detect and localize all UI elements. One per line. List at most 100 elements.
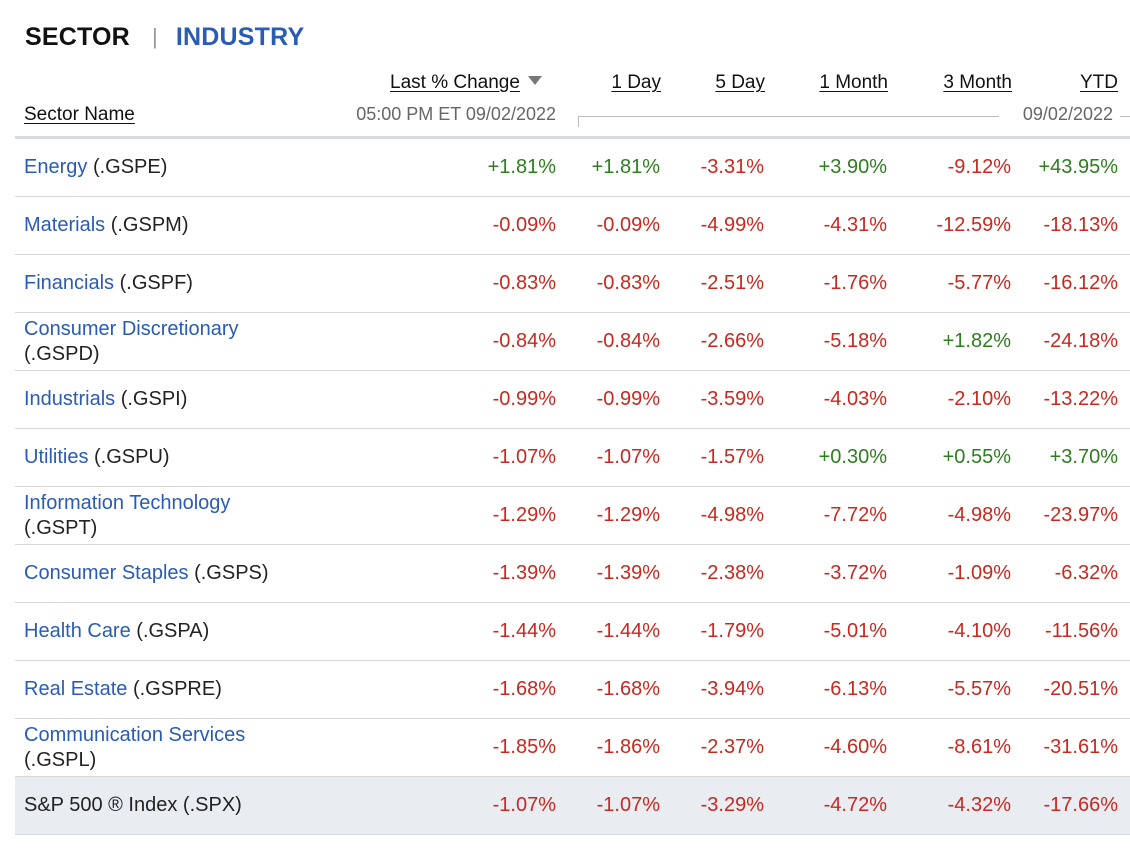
- cell-1-day: -1.68%: [596, 678, 660, 700]
- cell-1-month: -5.01%: [823, 620, 887, 642]
- sector-symbol: (.GSPRE): [132, 678, 222, 700]
- cell-ytd: -18.13%: [1043, 214, 1119, 236]
- sector-link[interactable]: Communication Services: [24, 723, 246, 746]
- col-header-3-month[interactable]: 3 Month: [943, 72, 1012, 93]
- table-row: Information Technology (.GSPT) -1.29% -1.29…: [15, 487, 1130, 545]
- cell-5-day: -2.37%: [700, 736, 764, 758]
- cell-5-day: -2.66%: [700, 330, 764, 352]
- cell-1-day: -1.07%: [596, 794, 660, 816]
- tab-sector[interactable]: SECTOR: [25, 22, 130, 51]
- table-row: Materials (.GSPM) -0.09% -0.09% -4.99% -4.31…: [15, 197, 1130, 255]
- cell-5-day: -1.79%: [700, 620, 764, 642]
- cell-5-day: -3.59%: [700, 388, 764, 410]
- tab-industry[interactable]: INDUSTRY: [175, 22, 305, 51]
- table-row: Consumer Discretionary (.GSPD) -0.84% -0.84…: [15, 313, 1130, 371]
- cell-1-day: -1.86%: [596, 736, 660, 758]
- cell-last-change: -1.29%: [492, 504, 556, 526]
- cell-last-change: -1.07%: [492, 794, 556, 816]
- sector-link[interactable]: Information Technology: [24, 491, 231, 514]
- col-header-1-day[interactable]: 1 Day: [611, 72, 661, 93]
- sector-symbol: (.GSPF): [119, 272, 193, 294]
- sector-symbol: (.GSPS): [194, 562, 269, 584]
- cell-5-day: -2.38%: [700, 562, 764, 584]
- sector-link[interactable]: Consumer Discretionary: [24, 317, 239, 340]
- header-divider: [15, 136, 1130, 139]
- col-header-1-month[interactable]: 1 Month: [819, 72, 888, 93]
- cell-ytd: -31.61%: [1043, 736, 1119, 758]
- cell-last-change: -0.09%: [492, 214, 556, 236]
- table-row: Real Estate (.GSPRE) -1.68% -1.68% -3.94% -6…: [15, 661, 1130, 719]
- cell-3-month: -1.09%: [947, 562, 1011, 584]
- cell-5-day: -4.98%: [700, 504, 764, 526]
- sector-link[interactable]: Materials: [24, 214, 106, 236]
- cell-1-month: -5.18%: [823, 330, 887, 352]
- cell-ytd: -23.97%: [1043, 504, 1119, 526]
- sector-link[interactable]: Consumer Staples: [24, 562, 189, 584]
- sector-symbol: (.GSPA): [136, 620, 210, 642]
- period-range-bracket: [578, 116, 999, 127]
- sector-name-cell: Health Care (.GSPA): [24, 603, 324, 660]
- sector-name-cell: Financials (.GSPF): [24, 255, 324, 312]
- cell-3-month: -5.77%: [947, 272, 1011, 294]
- table-row: Health Care (.GSPA) -1.44% -1.44% -1.79% -5.…: [15, 603, 1130, 661]
- cell-1-day: -1.29%: [596, 504, 660, 526]
- sector-symbol: (.GSPM): [110, 214, 189, 236]
- sector-link[interactable]: Energy: [24, 156, 88, 178]
- sector-symbol: (.GSPU): [94, 446, 170, 468]
- cell-1-day: -0.99%: [596, 388, 660, 410]
- cell-3-month: -4.32%: [947, 794, 1011, 816]
- cell-1-month: +3.90%: [818, 156, 887, 178]
- cell-last-change: +1.81%: [487, 156, 556, 178]
- col-header-last-change[interactable]: Last % Change: [390, 72, 542, 94]
- cell-1-day: -1.39%: [596, 562, 660, 584]
- cell-5-day: -4.99%: [700, 214, 764, 236]
- last-update-timestamp: 05:00 PM ET 09/02/2022: [356, 104, 556, 124]
- cell-ytd: +43.95%: [1038, 156, 1118, 178]
- table-row: Consumer Staples (.GSPS) -1.39% -1.39% -2.3…: [15, 545, 1130, 603]
- cell-ytd: -6.32%: [1054, 562, 1118, 584]
- sort-desc-icon: [527, 76, 542, 86]
- cell-ytd: -24.18%: [1043, 330, 1119, 352]
- cell-3-month: -5.57%: [947, 678, 1011, 700]
- cell-1-day: -0.09%: [596, 214, 660, 236]
- sector-performance-table: Energy (.GSPE) +1.81% +1.81% -3.31% +3.90% -9…: [15, 139, 1130, 835]
- sector-link[interactable]: Financials: [24, 272, 115, 294]
- sector-link[interactable]: Industrials: [24, 388, 116, 410]
- index-name: S&P 500 ® Index (.SPX): [24, 794, 242, 816]
- cell-ytd: -17.66%: [1043, 794, 1119, 816]
- cell-1-day: +1.81%: [591, 156, 660, 178]
- cell-ytd: +3.70%: [1049, 446, 1118, 468]
- sector-name-cell: Communication Services (.GSPL): [24, 719, 324, 776]
- period-range-bracket-end: [1120, 116, 1130, 127]
- cell-last-change: -0.84%: [492, 330, 556, 352]
- cell-3-month: -8.61%: [947, 736, 1011, 758]
- cell-5-day: -2.51%: [700, 272, 764, 294]
- col-header-last-change-label: Last % Change: [390, 72, 520, 93]
- sector-link[interactable]: Utilities: [24, 446, 89, 468]
- col-header-5-day[interactable]: 5 Day: [715, 72, 765, 93]
- cell-last-change: -1.85%: [492, 736, 556, 758]
- sector-industry-tabs: SECTOR | INDUSTRY: [25, 20, 304, 54]
- cell-last-change: -0.83%: [492, 272, 556, 294]
- cell-1-month: -4.31%: [823, 214, 887, 236]
- sector-name-cell: Energy (.GSPE): [24, 139, 324, 196]
- cell-ytd: -11.56%: [1044, 620, 1118, 642]
- cell-last-change: -1.68%: [492, 678, 556, 700]
- sector-link[interactable]: Real Estate: [24, 678, 128, 700]
- col-header-sector-name[interactable]: Sector Name: [24, 104, 135, 125]
- table-row: Utilities (.GSPU) -1.07% -1.07% -1.57% +0.30…: [15, 429, 1130, 487]
- cell-1-month: -4.03%: [823, 388, 887, 410]
- table-row: Financials (.GSPF) -0.83% -0.83% -2.51% -1.7…: [15, 255, 1130, 313]
- sector-link[interactable]: Health Care: [24, 620, 131, 642]
- index-row-spx: S&P 500 ® Index (.SPX) -1.07% -1.07% -3.29%…: [15, 777, 1130, 835]
- sector-symbol: (.GSPI): [120, 388, 188, 410]
- cell-1-day: -1.07%: [596, 446, 660, 468]
- sector-name-cell: Information Technology (.GSPT): [24, 487, 324, 544]
- table-row: Energy (.GSPE) +1.81% +1.81% -3.31% +3.90% -9…: [15, 139, 1130, 197]
- cell-last-change: -1.44%: [492, 620, 556, 642]
- cell-3-month: -2.10%: [947, 388, 1011, 410]
- cell-ytd: -13.22%: [1043, 388, 1119, 410]
- sector-symbol: (.GSPE): [92, 156, 168, 178]
- col-header-ytd[interactable]: YTD: [1080, 72, 1118, 93]
- cell-3-month: -4.98%: [947, 504, 1011, 526]
